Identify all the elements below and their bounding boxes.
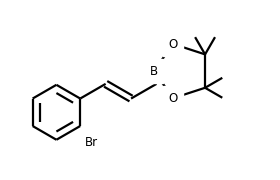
Text: B: B	[150, 65, 158, 78]
Text: O: O	[169, 38, 178, 51]
Text: Br: Br	[85, 136, 98, 149]
Text: O: O	[169, 92, 178, 105]
